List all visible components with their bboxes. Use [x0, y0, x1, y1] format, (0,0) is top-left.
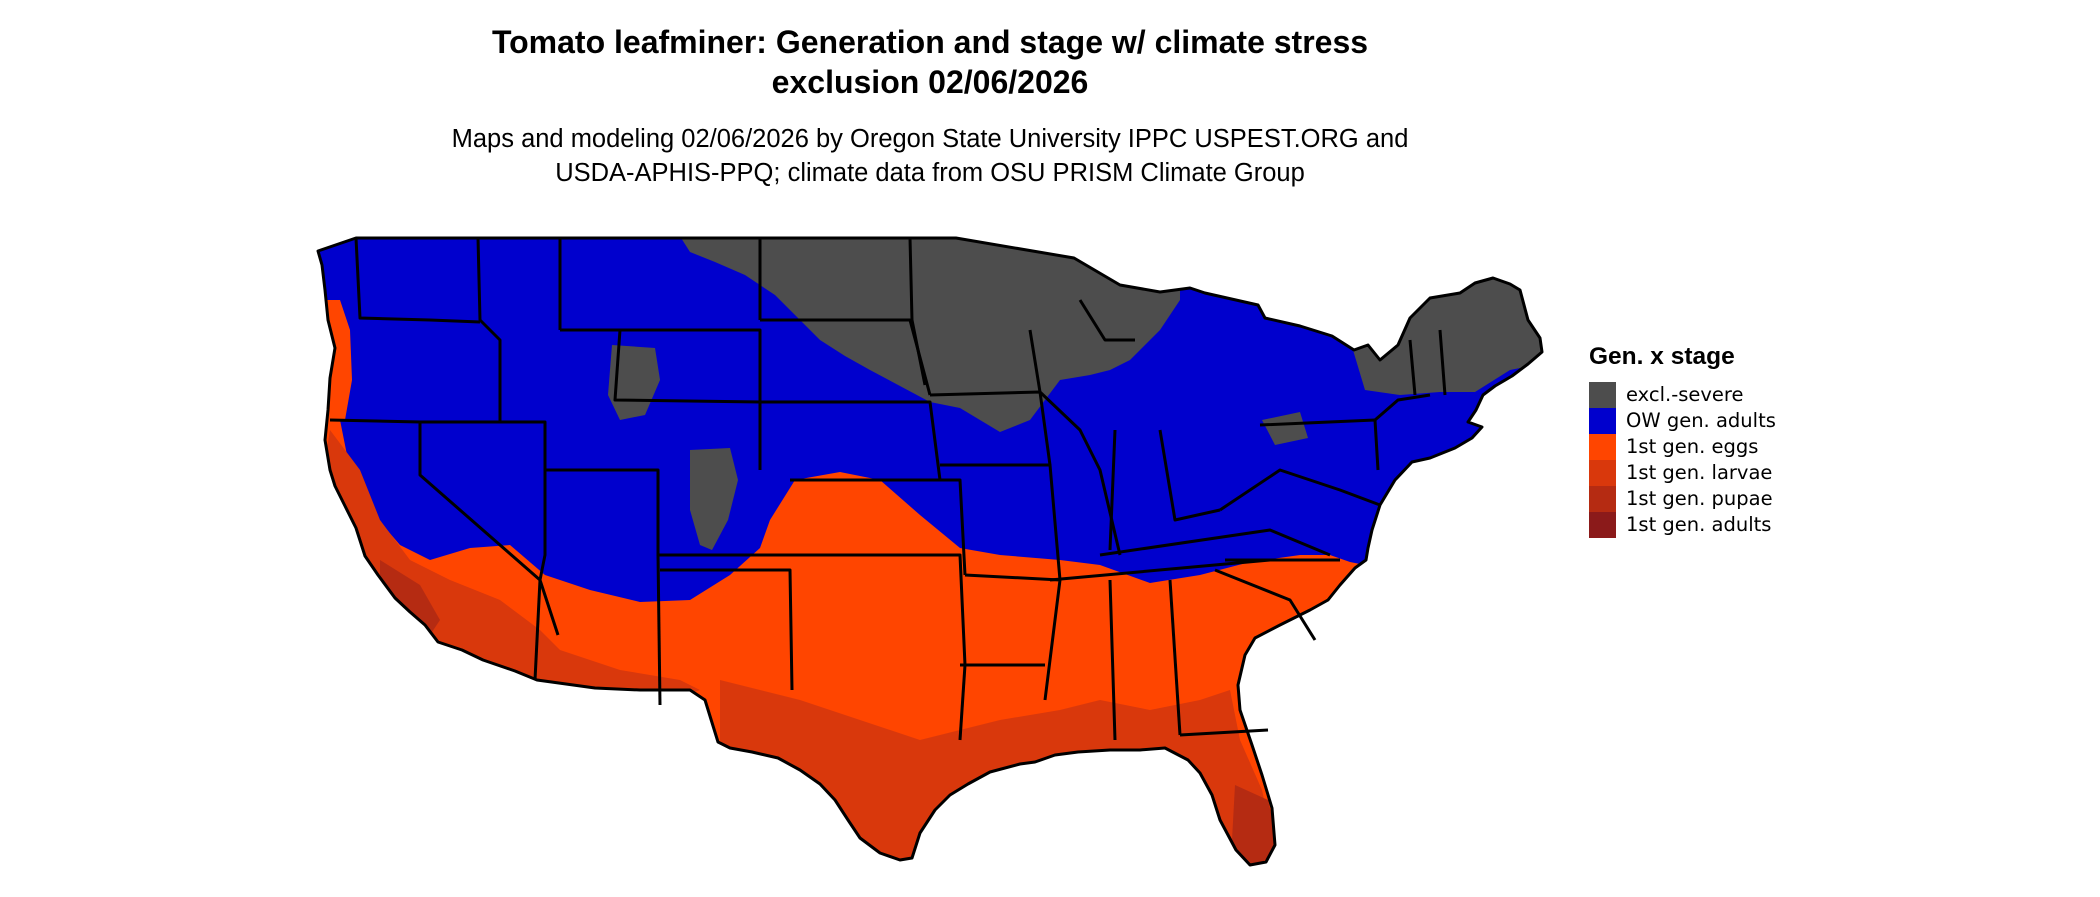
zone-1st-gen-pupae-florida	[1232, 785, 1280, 865]
border-va-wv	[1219, 468, 1381, 512]
legend-title: Gen. x stage	[1589, 343, 1735, 370]
border-id	[476, 237, 502, 422]
border-ar	[964, 573, 1062, 701]
legend-item: excl.-severe	[1589, 382, 1776, 408]
border-fl-north	[1179, 728, 1269, 737]
map-subtitle-line-1: Maps and modeling 02/06/2026 by Oregon S…	[451, 125, 1409, 153]
map-subtitle: Maps and modeling 02/06/2026 by Oregon S…	[0, 122, 1860, 190]
border-oh	[1158, 429, 1221, 522]
legend-label: 1st gen. larvae	[1626, 461, 1773, 484]
border-in	[1108, 429, 1117, 551]
border-nv-id-ut	[420, 420, 547, 470]
legend-item: 1st gen. eggs	[1589, 434, 1776, 460]
legend-swatch	[1589, 408, 1616, 434]
legend: Gen. x stage excl.-severe OW gen. adults 1…	[1589, 342, 1776, 538]
legend-items: excl.-severe OW gen. adults 1st gen. eggs 1…	[1589, 382, 1776, 538]
map-subtitle-line-2: USDA-APHIS-PPQ; climate data from OSU PR…	[555, 159, 1305, 187]
legend-label: OW gen. adults	[1626, 409, 1776, 432]
border-nm-tx	[660, 568, 794, 691]
border-wa-or	[354, 237, 481, 324]
border-az-nm	[656, 554, 662, 706]
border-al-ga	[1168, 579, 1182, 736]
legend-item: 1st gen. adults	[1589, 512, 1776, 538]
legend-swatch	[1589, 434, 1616, 460]
state-borders	[316, 236, 1544, 867]
legend-label: 1st gen. eggs	[1626, 435, 1759, 458]
legend-swatch	[1589, 486, 1616, 512]
border-ny	[1374, 393, 1431, 422]
legend-swatch	[1589, 382, 1616, 408]
border-nd-mn	[908, 237, 927, 386]
legend-label: 1st gen. pupae	[1626, 487, 1773, 510]
zone-1st-gen-eggs-west-coast	[318, 300, 352, 420]
border-ut-az	[538, 470, 547, 581]
border-mt-wy	[560, 328, 762, 470]
stage-fill-layer	[318, 238, 1542, 865]
border-nh-me	[1438, 329, 1447, 396]
border-wy	[613, 329, 761, 404]
border-ks	[790, 478, 967, 576]
border-ms-al	[1108, 579, 1117, 741]
border-tn-north	[1099, 528, 1331, 557]
legend-swatch	[1589, 512, 1616, 538]
legend-label: excl.-severe	[1626, 383, 1744, 406]
zone-excl-severe-appalachia	[1262, 412, 1308, 445]
map-title-line-2: exclusion 02/06/2026	[771, 64, 1089, 100]
legend-item: OW gen. adults	[1589, 408, 1776, 434]
border-or-ca-nv	[329, 418, 560, 636]
legend-label: 1st gen. adults	[1626, 513, 1772, 536]
legend-item: 1st gen. larvae	[1589, 460, 1776, 486]
zone-excl-severe-north	[676, 238, 1180, 432]
border-tn-south	[1049, 558, 1271, 582]
border-ut-co	[545, 468, 790, 557]
legend-item: 1st gen. pupae	[1589, 486, 1776, 512]
map-title: Tomato leafminer: Generation and stage w…	[0, 22, 1860, 102]
border-vt-nh	[1408, 339, 1417, 396]
zone-excl-severe-northeast	[1350, 270, 1542, 395]
border-az-west	[533, 579, 542, 681]
legend-swatch	[1589, 460, 1616, 486]
border-il	[1028, 329, 1122, 556]
border-ok	[790, 553, 967, 666]
zone-excl-severe-colorado	[690, 448, 738, 550]
map-title-line-1: Tomato leafminer: Generation and stage w…	[491, 24, 1369, 60]
border-wi-mi	[1078, 299, 1135, 342]
border-tx-la	[958, 664, 967, 741]
border-ga-sc	[1214, 568, 1317, 641]
